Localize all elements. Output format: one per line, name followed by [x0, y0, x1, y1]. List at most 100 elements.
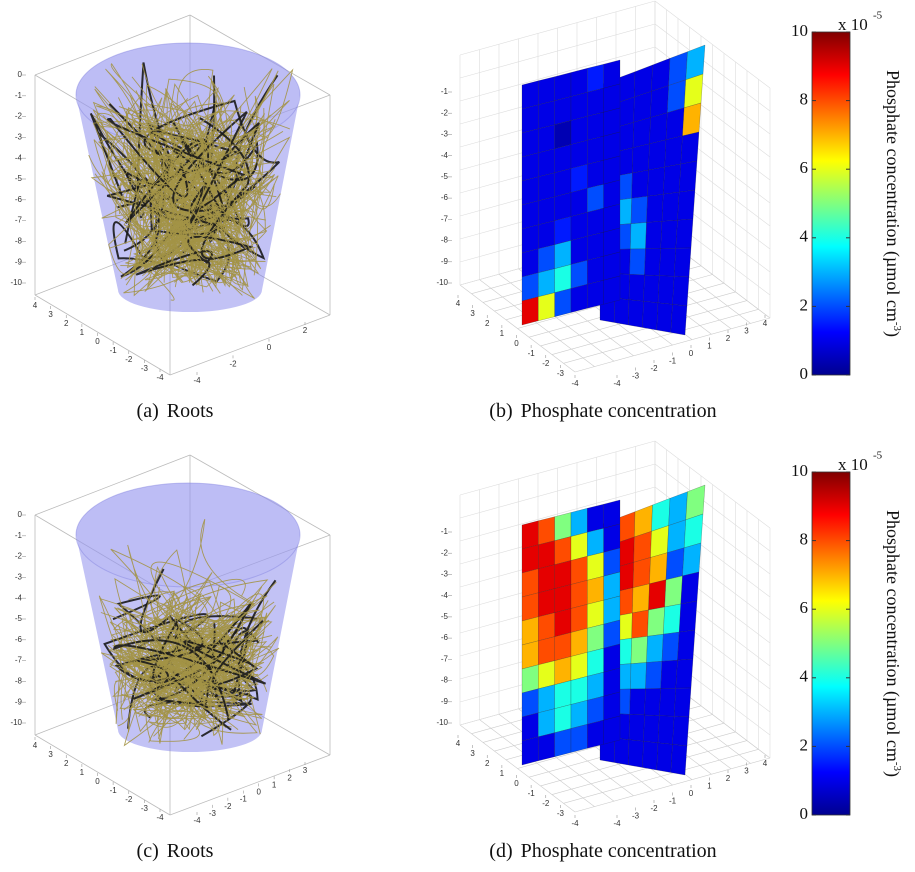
heat-cell [522, 153, 538, 181]
tick-label: -1 [441, 527, 449, 536]
heat-cell [604, 276, 620, 304]
heat-cell [555, 169, 571, 197]
heat-cell [587, 64, 603, 92]
tick-label: 4 [456, 299, 461, 308]
tick-label: -8 [441, 236, 449, 245]
tick-label: 0 [267, 343, 272, 352]
heat-cell [587, 720, 603, 748]
heat-cell [630, 249, 646, 275]
heat-cell [678, 630, 696, 660]
colorbar-exponent: -5 [873, 450, 883, 462]
tick-label: -3 [557, 809, 565, 818]
tick-label: 2 [287, 773, 292, 782]
heat-cell [650, 113, 668, 144]
heat-cell [538, 269, 554, 297]
heat-cell [571, 724, 587, 752]
tick-label: 3 [48, 310, 53, 319]
heat-cell [522, 641, 538, 669]
heat-cell [663, 164, 681, 194]
colorbar-tick-label: 2 [800, 735, 809, 754]
tick-label: -6 [441, 633, 449, 642]
heat-cell [522, 249, 538, 277]
heat-cell [648, 167, 665, 196]
heat-cell [587, 648, 603, 676]
heat-cell [587, 232, 603, 260]
tick-label: 0 [18, 70, 23, 79]
heat-cell [522, 201, 538, 229]
heat-cell [658, 716, 674, 745]
heat-cell [671, 744, 687, 775]
heat-cell [571, 116, 587, 144]
tick-label: -3 [441, 130, 449, 139]
tick-label: -5 [441, 612, 449, 621]
heat-cell [538, 173, 554, 201]
heat-cell [604, 692, 620, 720]
heat-cell [538, 565, 554, 593]
tick-label: 0 [689, 789, 694, 798]
tick-label: 0 [514, 779, 519, 788]
tick-label: 0 [256, 788, 261, 797]
heat-cell [555, 585, 571, 613]
panel: 0-1-2-3-4-5-6-7-8-9-1043210-1-2-3-4-4-3-… [10, 455, 330, 862]
tick-label: -3 [557, 369, 565, 378]
colorbar-tick-label: 0 [800, 804, 809, 823]
tick-label: -6 [15, 635, 23, 644]
colorbar-exponent: -5 [873, 10, 883, 22]
tick-label: -3 [141, 804, 149, 813]
colorbar-multiplier: x 10 [838, 15, 868, 34]
heat-cell [604, 132, 620, 160]
heat-cell [659, 248, 676, 276]
heat-cell [587, 552, 603, 580]
tick-label: -2 [542, 799, 550, 808]
heat-cell [522, 545, 538, 573]
heat-cell [555, 193, 571, 221]
heat-cell [659, 688, 676, 716]
heat-cell [614, 298, 629, 325]
heat-cell [604, 180, 620, 208]
caption-label: (c) [137, 840, 159, 862]
tick-label: 1 [500, 769, 505, 778]
heat-cell [630, 663, 646, 690]
heat-cell [681, 572, 699, 604]
heat-cell [522, 225, 538, 253]
colorbar-tick-label: 8 [800, 90, 809, 109]
heat-cell [587, 672, 603, 700]
tick-label: 3 [303, 766, 308, 775]
caption-text: Phosphate concentration [521, 400, 717, 422]
heat-cell [571, 604, 587, 632]
heat-cell [678, 190, 696, 220]
tick-label: -7 [15, 656, 23, 665]
heat-cell [571, 212, 587, 240]
heat-cell [555, 681, 571, 709]
heat-cell [522, 713, 538, 741]
heat-cell [522, 737, 538, 765]
tick-label: -1 [240, 795, 248, 804]
heat-cell [587, 112, 603, 140]
heat-cell [663, 604, 681, 634]
heat-cell [674, 248, 691, 277]
tick-label: -3 [209, 809, 217, 818]
tick-label: 3 [48, 750, 53, 759]
heat-cell [666, 108, 684, 140]
heat-cell [587, 256, 603, 284]
tick-label: -3 [441, 570, 449, 579]
tick-label: -7 [15, 216, 23, 225]
tick-label: -5 [15, 614, 23, 623]
heat-cell [538, 589, 554, 617]
tick-label: -4 [441, 591, 449, 600]
heat-cell [555, 289, 571, 317]
caption: (c)Roots [137, 840, 214, 862]
heat-cell [522, 521, 538, 549]
tick-label: 2 [485, 759, 490, 768]
heat-cell [633, 558, 651, 588]
heat-cell [522, 665, 538, 693]
heat-cell [522, 105, 538, 133]
heat-cell [683, 543, 702, 576]
tick-label: -10 [10, 718, 22, 727]
heat-cell [571, 188, 587, 216]
heat-cell [674, 688, 691, 717]
heat-cell [571, 628, 587, 656]
heat-cell [538, 661, 554, 689]
heat-cell [522, 297, 538, 325]
tick-label: 1 [80, 768, 85, 777]
